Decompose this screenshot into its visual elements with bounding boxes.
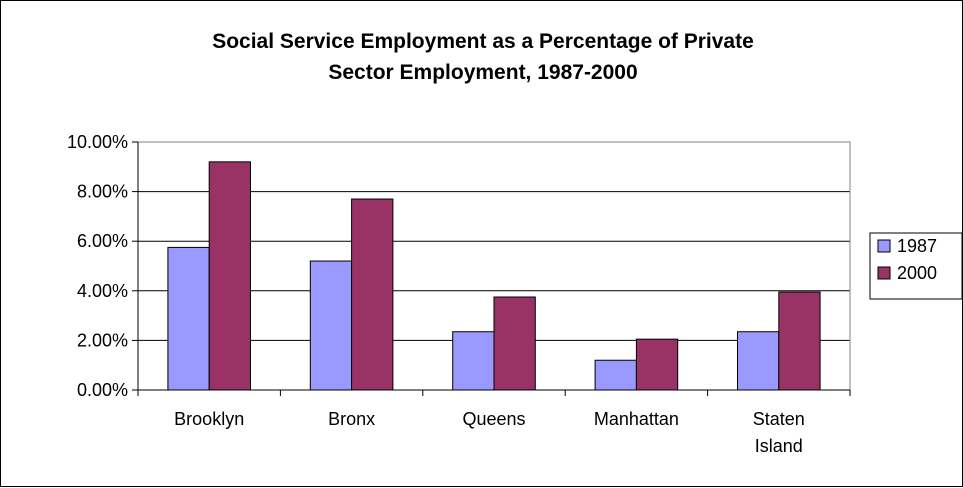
legend: 1987 2000	[869, 232, 963, 300]
y-tick-label: 10.00%	[67, 132, 128, 152]
x-tick-label: Brooklyn	[174, 409, 244, 429]
legend-swatch-1987	[877, 239, 891, 253]
axes	[132, 141, 851, 396]
bar-2000-queens	[493, 296, 536, 391]
bar-2000-staten-island	[778, 291, 821, 391]
y-tick-label: 2.00%	[77, 330, 128, 350]
chart-title-line: Sector Employment, 1987-2000	[328, 61, 637, 84]
bar-2000-brooklyn	[208, 161, 251, 391]
bar-1987-queens	[452, 331, 495, 391]
bar-1987-brooklyn	[167, 246, 210, 391]
y-tick-label: 4.00%	[77, 281, 128, 301]
x-tick-label: Staten	[753, 409, 805, 429]
x-tick-label: Island	[755, 436, 803, 456]
x-tick-label: Bronx	[328, 409, 375, 429]
x-tick-label: Manhattan	[594, 409, 679, 429]
y-tick-label: 0.00%	[77, 380, 128, 400]
bar-1987-staten-island	[737, 331, 780, 391]
y-tick-label: 8.00%	[77, 182, 128, 202]
legend-swatch-2000	[877, 266, 891, 280]
y-tick-label: 6.00%	[77, 231, 128, 251]
y-axis-ticks: 0.00% 2.00% 4.00% 6.00% 8.00% 10.00%	[67, 132, 128, 400]
legend-label-2000: 2000	[897, 263, 937, 283]
x-axis-ticks: Brooklyn Bronx Queens Manhattan Staten Island	[174, 409, 805, 456]
chart-title: Social Service Employment as a Percentag…	[212, 30, 754, 84]
bar-2000-manhattan	[635, 338, 679, 391]
bar-1987-bronx	[309, 260, 353, 391]
bar-2000-bronx	[351, 198, 394, 391]
bar-1987-manhattan	[594, 359, 637, 391]
bars	[167, 161, 821, 391]
x-tick-label: Queens	[462, 409, 525, 429]
legend-label-1987: 1987	[897, 236, 937, 256]
chart-title-line: Social Service Employment as a Percentag…	[212, 30, 754, 53]
